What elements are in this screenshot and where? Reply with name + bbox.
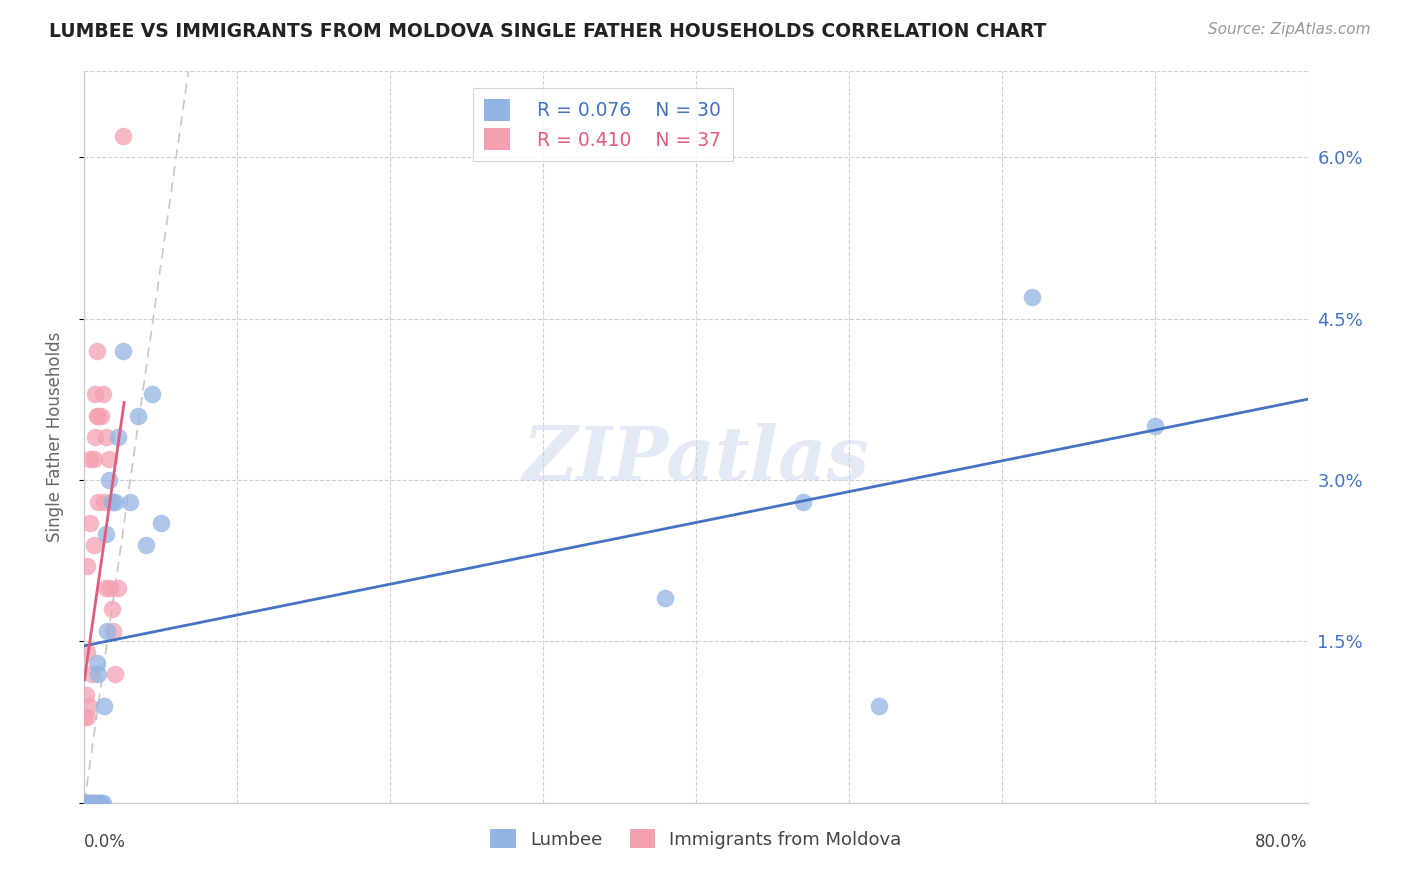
Point [79, 451, 101, 466]
Point [149, 516, 172, 530]
Point [86, 796, 108, 810]
Y-axis label: Single Father Households: Single Father Households [45, 332, 63, 542]
Point [135, 538, 157, 552]
Point [1143, 419, 1166, 434]
Point [84, 430, 107, 444]
Point [80, 796, 103, 810]
Point [792, 494, 814, 508]
Point [104, 494, 127, 508]
Point [75, 688, 97, 702]
Point [94, 581, 117, 595]
Point [90, 796, 112, 810]
Point [84, 387, 107, 401]
Point [90, 409, 112, 423]
Point [79, 796, 101, 810]
Point [83, 451, 105, 466]
Point [93, 494, 115, 508]
Point [120, 494, 142, 508]
Legend: Lumbee, Immigrants from Moldova: Lumbee, Immigrants from Moldova [491, 830, 901, 848]
Point [79, 516, 101, 530]
Point [76, 559, 98, 574]
Point [83, 538, 105, 552]
Point [94, 527, 117, 541]
Point [93, 698, 115, 713]
Text: 80.0%: 80.0% [1256, 833, 1308, 851]
Point [84, 796, 107, 810]
Point [101, 602, 124, 616]
Point [75, 796, 97, 810]
Point [141, 387, 163, 401]
Point [91, 796, 114, 810]
Point [111, 128, 134, 143]
Point [76, 645, 98, 659]
Point [98, 581, 121, 595]
Point [89, 796, 111, 810]
Point [89, 796, 111, 810]
Point [89, 796, 111, 810]
Point [104, 666, 127, 681]
Point [654, 591, 676, 606]
Point [103, 624, 125, 638]
Text: ZIPatlas: ZIPatlas [523, 423, 869, 495]
Text: 0.0%: 0.0% [84, 833, 127, 851]
Point [86, 409, 108, 423]
Point [76, 796, 98, 810]
Point [97, 451, 120, 466]
Point [1021, 290, 1043, 304]
Point [77, 796, 100, 810]
Point [83, 796, 105, 810]
Point [87, 409, 110, 423]
Point [87, 494, 110, 508]
Point [107, 581, 129, 595]
Point [86, 344, 108, 359]
Text: Source: ZipAtlas.com: Source: ZipAtlas.com [1208, 22, 1371, 37]
Point [107, 430, 129, 444]
Point [127, 409, 149, 423]
Point [91, 387, 114, 401]
Point [77, 796, 100, 810]
Point [111, 344, 134, 359]
Point [73, 710, 96, 724]
Point [101, 494, 124, 508]
Point [869, 698, 891, 713]
Point [94, 430, 117, 444]
Point [83, 796, 105, 810]
Point [80, 666, 103, 681]
Point [75, 796, 97, 810]
Point [77, 698, 100, 713]
Point [86, 656, 108, 670]
Point [97, 473, 120, 487]
Text: LUMBEE VS IMMIGRANTS FROM MOLDOVA SINGLE FATHER HOUSEHOLDS CORRELATION CHART: LUMBEE VS IMMIGRANTS FROM MOLDOVA SINGLE… [49, 22, 1046, 41]
Point [76, 710, 98, 724]
Point [80, 796, 103, 810]
Point [73, 796, 96, 810]
Point [96, 624, 118, 638]
Point [87, 666, 110, 681]
